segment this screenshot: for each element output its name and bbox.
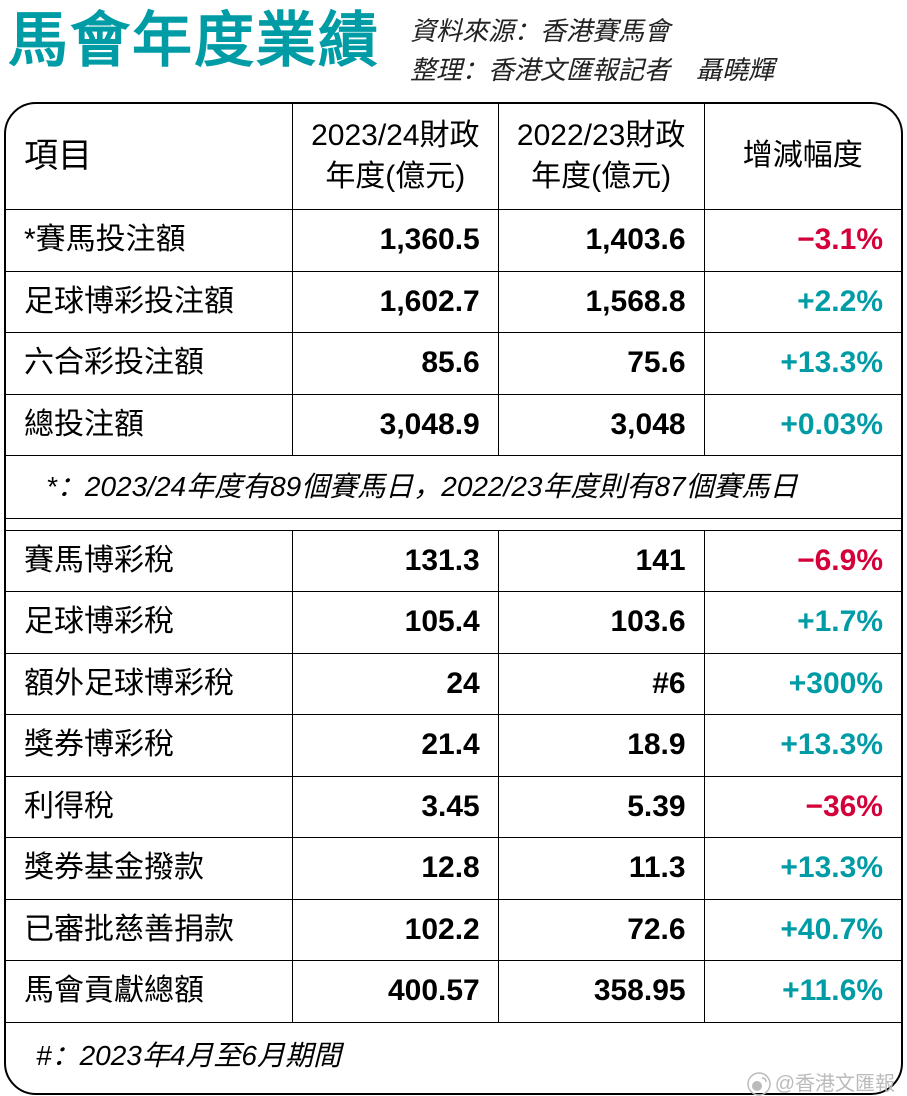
change-cell: −36% (704, 776, 901, 838)
change-cell: +300% (704, 653, 901, 715)
fy24-cell: 1,360.5 (292, 210, 498, 272)
change-cell: +13.3% (704, 838, 901, 900)
item-cell: 賽馬博彩稅 (6, 530, 292, 592)
item-cell: 獎券基金撥款 (6, 838, 292, 900)
fy24-cell: 24 (292, 653, 498, 715)
source-label: 資料來源： (410, 16, 540, 46)
fy24-cell: 105.4 (292, 592, 498, 654)
compiled-value: 香港文匯報記者 聶曉輝 (488, 55, 774, 85)
watermark: @香港文匯報 (0, 1067, 907, 1096)
change-cell: +1.7% (704, 592, 901, 654)
change-cell: +13.3% (704, 715, 901, 777)
item-cell: 額外足球博彩稅 (6, 653, 292, 715)
fy24-cell: 1,602.7 (292, 271, 498, 333)
fy24-cell: 3.45 (292, 776, 498, 838)
fy23-cell: 18.9 (498, 715, 704, 777)
fy24-cell: 400.57 (292, 961, 498, 1023)
compiled-line: 整理：香港文匯報記者 聶曉輝 (410, 51, 774, 90)
source-value: 香港賽馬會 (540, 16, 670, 46)
col-header-fy24: 2023/24財政年度(億元) (292, 104, 498, 210)
change-cell: +40.7% (704, 899, 901, 961)
fy24-cell: 131.3 (292, 530, 498, 592)
fy23-cell: 141 (498, 530, 704, 592)
watermark-text: @香港文匯報 (775, 1073, 895, 1095)
change-cell: −3.1% (704, 210, 901, 272)
item-cell: 足球博彩稅 (6, 592, 292, 654)
fy24-cell: 3,048.9 (292, 394, 498, 456)
fy24-cell: 12.8 (292, 838, 498, 900)
fy24-cell: 85.6 (292, 333, 498, 395)
compiled-label: 整理： (410, 55, 488, 85)
table-body: *賽馬投注額1,360.51,403.6−3.1%足球博彩投注額1,602.71… (6, 210, 901, 1093)
fy23-cell: 5.39 (498, 776, 704, 838)
header-row: 項目 2023/24財政年度(億元) 2022/23財政年度(億元) 增減幅度 (6, 104, 901, 210)
results-table: 項目 2023/24財政年度(億元) 2022/23財政年度(億元) 增減幅度 … (6, 104, 901, 1093)
change-cell: +2.2% (704, 271, 901, 333)
table-row: 已審批慈善捐款102.272.6+40.7% (6, 899, 901, 961)
fy23-cell: 72.6 (498, 899, 704, 961)
source-line: 資料來源：香港賽馬會 (410, 12, 774, 51)
item-cell: 足球博彩投注額 (6, 271, 292, 333)
table-row: 獎券基金撥款12.811.3+13.3% (6, 838, 901, 900)
fy23-cell: 75.6 (498, 333, 704, 395)
fy23-cell: #6 (498, 653, 704, 715)
table-row: 總投注額3,048.93,048+0.03% (6, 394, 901, 456)
fy23-cell: 1,403.6 (498, 210, 704, 272)
header: 馬會年度業績 資料來源：香港賽馬會 整理：香港文匯報記者 聶曉輝 (0, 0, 907, 98)
table-row: 六合彩投注額85.675.6+13.3% (6, 333, 901, 395)
fy23-cell: 103.6 (498, 592, 704, 654)
item-cell: 六合彩投注額 (6, 333, 292, 395)
table-frame: 項目 2023/24財政年度(億元) 2022/23財政年度(億元) 增減幅度 … (4, 102, 903, 1095)
spacer-cell (6, 518, 901, 530)
spacer-row (6, 518, 901, 530)
item-cell: 總投注額 (6, 394, 292, 456)
col-header-change: 增減幅度 (704, 104, 901, 210)
table-row: 獎券博彩稅21.418.9+13.3% (6, 715, 901, 777)
col-header-item: 項目 (6, 104, 292, 210)
table-row: 馬會貢獻總額400.57358.95+11.6% (6, 961, 901, 1023)
item-cell: 已審批慈善捐款 (6, 899, 292, 961)
table-row: 足球博彩投注額1,602.71,568.8+2.2% (6, 271, 901, 333)
fy24-cell: 21.4 (292, 715, 498, 777)
fy23-cell: 1,568.8 (498, 271, 704, 333)
col-header-fy23: 2022/23財政年度(億元) (498, 104, 704, 210)
fy23-cell: 3,048 (498, 394, 704, 456)
note-text: *：2023/24年度有89個賽馬日，2022/23年度則有87個賽馬日 (6, 456, 901, 519)
table-row: 足球博彩稅105.4103.6+1.7% (6, 592, 901, 654)
table-row: 額外足球博彩稅24#6+300% (6, 653, 901, 715)
page-title: 馬會年度業績 (8, 8, 380, 74)
item-cell: 獎券博彩稅 (6, 715, 292, 777)
change-cell: +0.03% (704, 394, 901, 456)
item-cell: *賽馬投注額 (6, 210, 292, 272)
source-block: 資料來源：香港賽馬會 整理：香港文匯報記者 聶曉輝 (410, 8, 774, 90)
item-cell: 馬會貢獻總額 (6, 961, 292, 1023)
table-row: 利得稅3.455.39−36% (6, 776, 901, 838)
fy24-cell: 102.2 (292, 899, 498, 961)
change-cell: +13.3% (704, 333, 901, 395)
fy23-cell: 11.3 (498, 838, 704, 900)
note-row: *：2023/24年度有89個賽馬日，2022/23年度則有87個賽馬日 (6, 456, 901, 519)
fy23-cell: 358.95 (498, 961, 704, 1023)
item-cell: 利得稅 (6, 776, 292, 838)
weibo-icon (747, 1072, 771, 1096)
change-cell: −6.9% (704, 530, 901, 592)
table-row: 賽馬博彩稅131.3141−6.9% (6, 530, 901, 592)
page-container: 馬會年度業績 資料來源：香港賽馬會 整理：香港文匯報記者 聶曉輝 項目 2023… (0, 0, 907, 1096)
change-cell: +11.6% (704, 961, 901, 1023)
table-row: *賽馬投注額1,360.51,403.6−3.1% (6, 210, 901, 272)
